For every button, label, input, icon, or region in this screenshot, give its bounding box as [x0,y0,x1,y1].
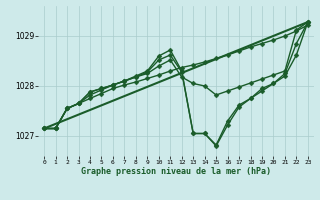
X-axis label: Graphe pression niveau de la mer (hPa): Graphe pression niveau de la mer (hPa) [81,167,271,176]
